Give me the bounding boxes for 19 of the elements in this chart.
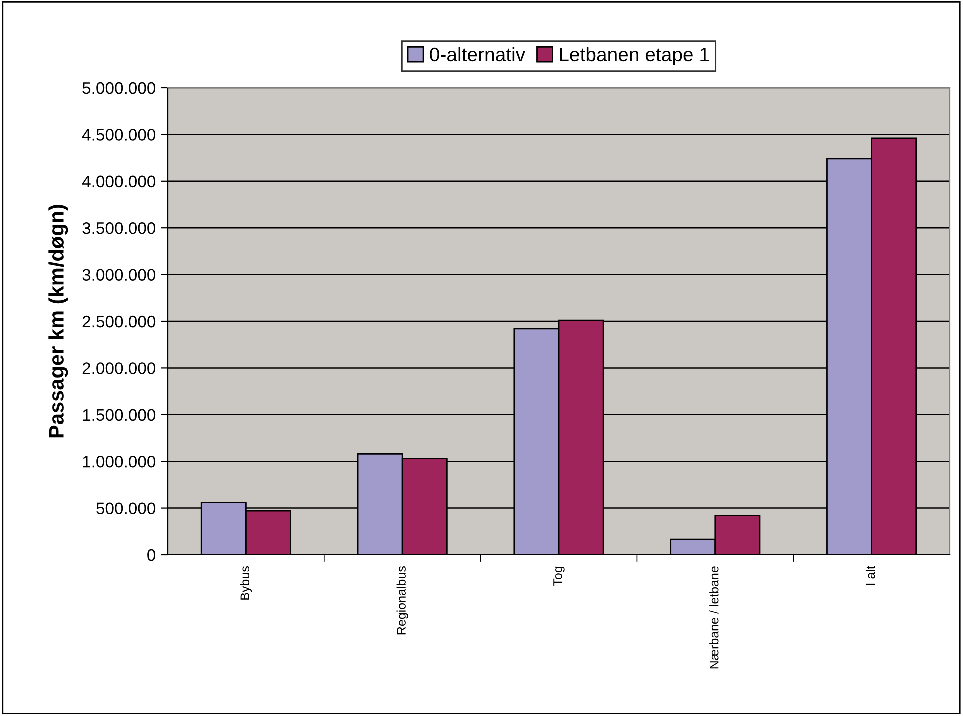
x-tick-label: Tog xyxy=(554,566,565,586)
legend-label: Letbanen etape 1 xyxy=(560,47,710,66)
y-tick-label: 2.500.000 xyxy=(82,316,156,328)
y-tick-label: 4.000.000 xyxy=(82,176,156,188)
legend-label: 0-alternativ xyxy=(430,47,526,62)
y-tick-label: 1.000.000 xyxy=(83,456,156,468)
x-tick-label: I alt xyxy=(866,566,876,586)
x-tick-label: Nærbane / letbane xyxy=(710,566,719,669)
x-tick-label: Regionalbus xyxy=(396,566,408,635)
y-axis-title: Passager km (km/døgn) xyxy=(48,205,68,438)
y-tick-label: 3.000.000 xyxy=(82,269,156,282)
y-tick-label: 1.500.000 xyxy=(83,409,156,422)
x-tick-label: Bybus xyxy=(240,566,252,600)
y-tick-label: 2.000.000 xyxy=(82,362,156,374)
y-tick-label: 0 xyxy=(148,549,156,562)
y-tick-label: 500.000 xyxy=(96,502,156,515)
y-tick-label: 4.500.000 xyxy=(82,129,156,141)
y-tick-label: 3.500.000 xyxy=(82,222,156,234)
y-tick-label: 5.000.000 xyxy=(82,82,156,94)
